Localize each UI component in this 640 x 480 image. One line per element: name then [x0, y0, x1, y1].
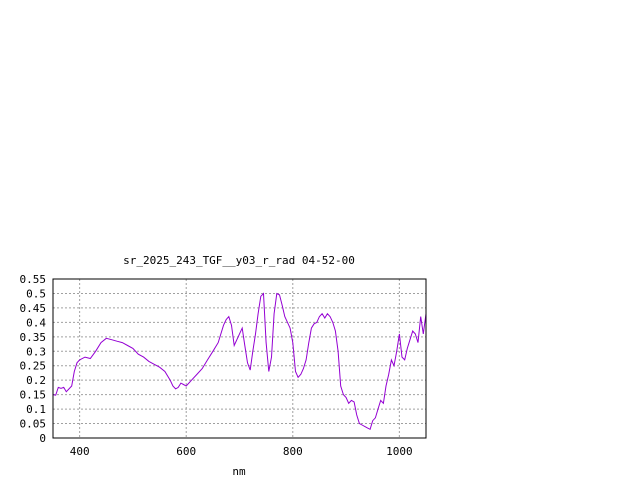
y-tick-label: 0.5 [26, 287, 46, 300]
grid [53, 279, 426, 438]
x-tick-label: 600 [176, 445, 196, 458]
x-tick-label: 400 [70, 445, 90, 458]
plot-frame [52, 278, 427, 439]
y-tick-label: 0.1 [26, 403, 46, 416]
x-axis-label: nm [232, 465, 246, 478]
x-axis-ticks: 400 600 800 1000 [70, 445, 413, 458]
y-tick-label: 0.3 [26, 345, 46, 358]
y-tick-label: 0.35 [20, 331, 47, 344]
y-tick-label: 0.25 [20, 360, 47, 373]
y-tick-label: 0.15 [20, 389, 47, 402]
y-tick-label: 0.55 [20, 273, 47, 286]
y-axis-ticks: 00.05 0.10.15 0.20.25 0.30.35 0.40.45 0.50.55 [20, 273, 47, 445]
y-tick-label: 0.4 [26, 316, 46, 329]
x-tick-label: 800 [283, 445, 303, 458]
x-tick-label: 1000 [386, 445, 413, 458]
y-tick-label: 0 [39, 432, 46, 445]
y-tick-label: 0.05 [20, 418, 47, 431]
series-line [52, 292, 427, 431]
y-tick-label: 0.45 [20, 302, 47, 315]
series-layer [52, 292, 427, 431]
y-tick-label: 0.2 [26, 374, 46, 387]
chart-title: sr_2025_243_TGF__y03_r_rad 04-52-00 [123, 254, 355, 267]
